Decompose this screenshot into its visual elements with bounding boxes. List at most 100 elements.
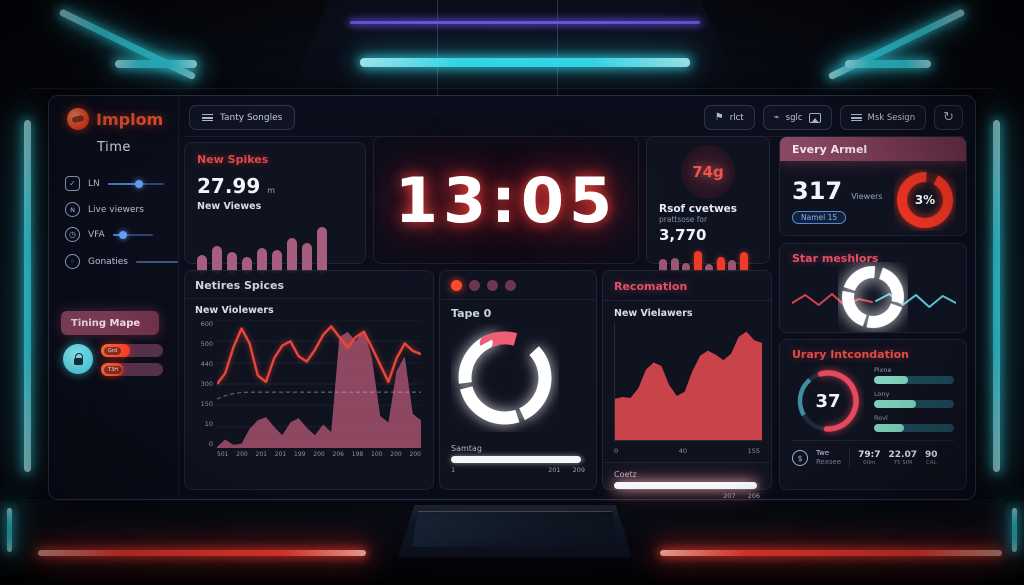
flag-icon: ⚑ bbox=[714, 111, 724, 123]
roof-badge: 74g bbox=[681, 145, 735, 199]
hamburger-icon bbox=[202, 114, 213, 121]
recomation-caption: New Vielawers bbox=[614, 308, 693, 319]
every-armel-value: 317 bbox=[792, 176, 843, 205]
sidebar-item-ln[interactable]: ✓ LN bbox=[65, 176, 164, 191]
timing-bar-1[interactable]: Grd bbox=[101, 344, 163, 357]
roof-title: Rsof cvetwes bbox=[659, 203, 738, 215]
coetz-end: 206 bbox=[747, 492, 760, 500]
new-spikes-bar-chart bbox=[197, 218, 353, 274]
sglc-button[interactable]: ⌁ sglc bbox=[762, 105, 832, 130]
sidebar-section-title: Time bbox=[97, 140, 131, 155]
urary-stat-2: 22.07 75 SIM bbox=[888, 450, 917, 466]
desk-tablet bbox=[398, 505, 632, 557]
neon-diagonal-top-right bbox=[827, 8, 966, 81]
every-armel-header: Every Armel bbox=[780, 137, 966, 161]
star-donut-chart bbox=[842, 266, 904, 328]
sidebar-item-label: VFA bbox=[88, 229, 105, 240]
dashboard-panel: Implom Time ✓ LN ɴ Live viewers ◷ VFA ◦ … bbox=[48, 95, 976, 500]
urary-gauge-value: 37 bbox=[815, 390, 841, 412]
timing-bar-2[interactable]: T3H bbox=[101, 363, 163, 376]
clock-time: 13:05 bbox=[394, 163, 618, 237]
urary-bar bbox=[874, 376, 954, 384]
netires-card: Netires Spices New Violewers 600 500 440 30… bbox=[184, 270, 434, 490]
tape-donut-chart bbox=[458, 331, 552, 425]
list-icon bbox=[850, 114, 862, 121]
neon-bar-top-right bbox=[845, 60, 931, 68]
neon-accent-bottom-left bbox=[7, 508, 12, 552]
msk-sesign-button-label: Msk Sesign bbox=[867, 112, 916, 123]
dot-active[interactable] bbox=[451, 280, 462, 291]
samtag-mid: 201 bbox=[548, 466, 561, 474]
samtag-label: Samtag bbox=[451, 444, 482, 453]
sidebar-item-live-viewers[interactable]: ɴ Live viewers bbox=[65, 202, 144, 217]
image-icon bbox=[808, 112, 821, 123]
clock-card: 13:05 bbox=[373, 136, 639, 264]
timing-bar-chip: Grd bbox=[104, 346, 122, 355]
neon-red-bottom-right bbox=[660, 550, 1002, 556]
urary-footer-title: Twe bbox=[816, 449, 830, 458]
urary-stat-1: 79:7 00m bbox=[858, 450, 881, 466]
neon-red-bottom-left bbox=[38, 550, 366, 556]
new-spikes-caption: New Viewes bbox=[197, 201, 262, 212]
divider bbox=[849, 448, 851, 468]
divider bbox=[603, 300, 771, 301]
urary-stat-3: 90 CAL bbox=[925, 450, 938, 466]
neon-bar-top-left bbox=[115, 60, 197, 68]
dot[interactable] bbox=[487, 280, 498, 291]
recomation-area-chart bbox=[614, 323, 762, 441]
samtag-progress[interactable] bbox=[451, 456, 585, 463]
samtag-end: 209 bbox=[572, 466, 585, 474]
coetz-label: Coetz bbox=[614, 470, 637, 479]
vfa-slider[interactable] bbox=[112, 230, 153, 239]
rlct-button[interactable]: ⚑ rlct bbox=[703, 105, 755, 130]
dot[interactable] bbox=[469, 280, 480, 291]
dot[interactable] bbox=[505, 280, 516, 291]
sidebar-item-gonaties[interactable]: ◦ Gonaties bbox=[65, 254, 178, 269]
urary-bar bbox=[874, 400, 954, 408]
logo-icon bbox=[67, 108, 89, 130]
menu-button-label: Tanty Songles bbox=[220, 112, 283, 123]
star-meshlors-card: Star meshlors bbox=[779, 243, 967, 333]
msk-sesign-button[interactable]: Msk Sesign bbox=[839, 105, 927, 130]
logo[interactable]: Implom bbox=[67, 108, 163, 130]
netires-y-axis: 600 500 440 300 150 10 0 bbox=[200, 320, 213, 448]
neon-accent-bottom-right bbox=[1012, 508, 1017, 552]
share-icon: ⌁ bbox=[773, 111, 780, 123]
logo-text: Implom bbox=[96, 109, 164, 129]
desk-tablet-screen bbox=[412, 511, 618, 547]
every-armel-badge: Namel 15 bbox=[792, 210, 847, 224]
target-circle-icon: ◦ bbox=[65, 254, 80, 269]
new-spikes-title: New Spikes bbox=[197, 153, 269, 166]
tape-card: Tape 0 Samtag 1 201 209 bbox=[439, 270, 597, 490]
urary-gauge: 37 bbox=[792, 365, 864, 437]
checkbox-icon: ✓ bbox=[65, 176, 80, 191]
netires-line-chart bbox=[217, 320, 421, 448]
sglc-button-label: sglc bbox=[785, 112, 803, 123]
sidebar-item-label: Live viewers bbox=[88, 204, 144, 215]
refresh-icon: ↻ bbox=[943, 110, 954, 125]
urary-footer-subtitle: Rexsee bbox=[816, 458, 842, 466]
roof-value: 3,770 bbox=[659, 226, 707, 244]
neon-diagonal-top-left bbox=[58, 8, 197, 81]
netires-caption: New Violewers bbox=[195, 305, 274, 316]
lock-icon bbox=[63, 344, 93, 374]
coetz-progress[interactable] bbox=[614, 482, 760, 489]
divider bbox=[603, 462, 771, 463]
ln-slider[interactable] bbox=[107, 179, 164, 188]
divider bbox=[440, 299, 596, 300]
urary-card: Urary Intcondation 37 Pixne Lony Rovl $ Tw… bbox=[779, 339, 967, 490]
sidebar-item-vfa[interactable]: ◷ VFA bbox=[65, 227, 153, 242]
coetz-mid: 207 bbox=[723, 492, 736, 500]
timing-mape-header[interactable]: Tining Mape bbox=[61, 311, 159, 335]
clock-icon: ◷ bbox=[65, 227, 80, 242]
refresh-button[interactable]: ↻ bbox=[934, 105, 963, 130]
neon-bar-top-center bbox=[360, 58, 690, 67]
gonaties-line bbox=[135, 260, 178, 263]
menu-button[interactable]: Tanty Songles bbox=[189, 105, 296, 130]
samtag-start: 1 bbox=[451, 466, 456, 474]
sidebar-item-label: LN bbox=[88, 178, 100, 189]
every-armel-unit: Viewers bbox=[851, 191, 883, 201]
recomation-card: Recomation New Vielawers 0 40 155 Coetz 20… bbox=[602, 270, 772, 500]
tape-pagination-dots bbox=[451, 280, 585, 291]
netires-x-axis: 501 200 201 201 199 200 206 198 100 200 200 bbox=[217, 451, 421, 458]
